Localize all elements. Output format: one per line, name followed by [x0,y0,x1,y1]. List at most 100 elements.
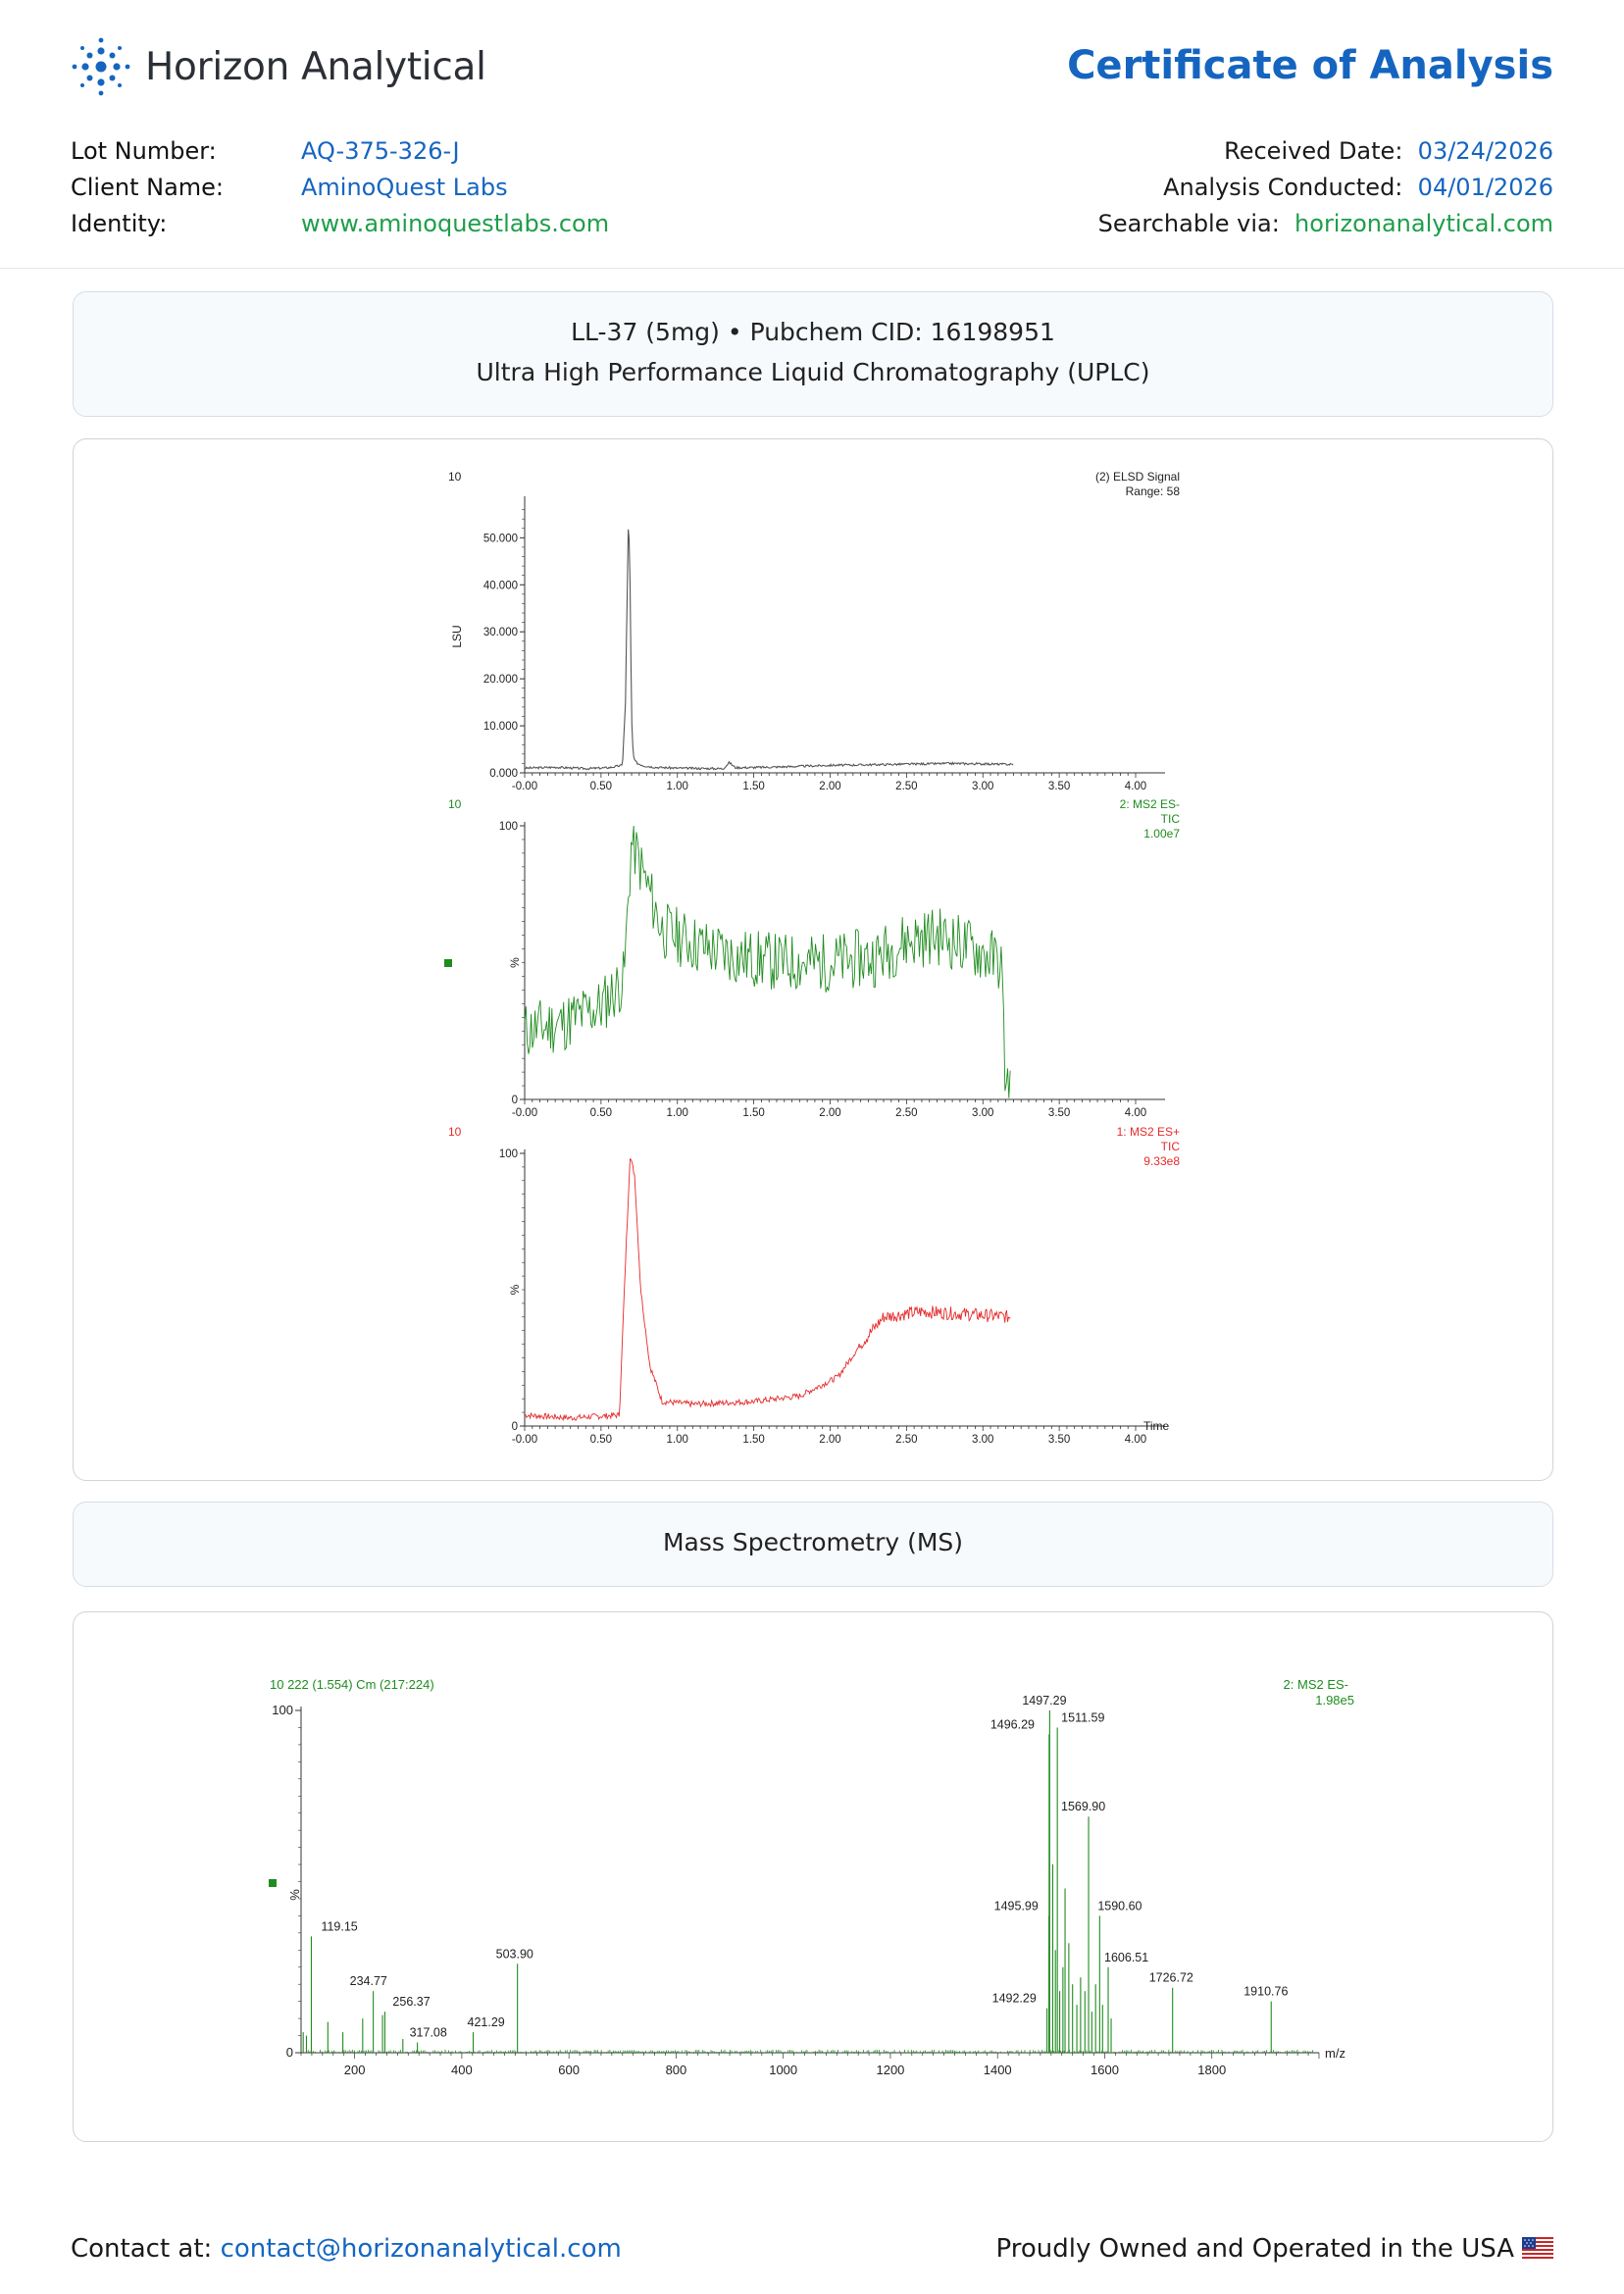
certificate-title: Certificate of Analysis [1067,43,1553,88]
ms-x-tick-label: 1400 [984,2063,1012,2077]
uplc-1-y-tick-label: 0.000 [489,768,518,780]
lot-number-label: Lot Number: [71,137,217,165]
uplc-3-x-tick-label: 3.00 [972,1434,993,1446]
client-name-label: Client Name: [71,174,224,201]
uplc-1-x-tick-label: 4.00 [1125,781,1146,792]
uplc-1-title: (2) ELSD Signal [1095,470,1180,484]
uplc-1-subtitle: Range: 58 [1126,484,1181,498]
brand-logo: Horizon Analytical [71,35,486,98]
uplc-2-y-tick-label: 0 [512,1095,518,1106]
uplc-2-x-tick-label: 1.00 [667,1107,688,1119]
ms-peak-label: 1569.90 [1061,1800,1105,1813]
ms-peak-label: 234.77 [350,1974,387,1988]
footer-made-in: Proudly Owned and Operated in the USA [995,2234,1553,2264]
uplc-3-x-tick-label: 4.00 [1125,1434,1146,1446]
uplc-1-y-tick-label: 20.000 [483,674,518,686]
ms-peak-label: 1590.60 [1097,1899,1142,1912]
uplc-2-y-tick-label: 100 [499,821,518,833]
uplc-1-x-tick-label: 3.00 [972,781,993,792]
uplc-1-series-line [524,529,1014,771]
received-date-row: Received Date: 03/24/2026 [1098,133,1553,170]
searchable-row: Searchable via: horizonanalytical.com [1098,206,1553,242]
uplc-3-corner-label: 10 [448,1125,462,1139]
ms-peak-label: 1497.29 [1022,1694,1066,1708]
ms-y-tick-label: 0 [286,2045,293,2060]
uplc-2-marker-square [444,959,452,967]
uplc-title-panel: LL-37 (5mg) • Pubchem CID: 16198951 Ultr… [73,291,1553,417]
meta-right-block: Received Date: 03/24/2026 Analysis Condu… [1098,133,1553,242]
uplc-3-intensity: 9.33e8 [1143,1154,1180,1168]
ms-peak-label: 1606.51 [1104,1951,1148,1964]
uplc-chromatograms: -0.00 0.50 1.00 1.50 2.00 2.50 3.00 3.50 4.00 0.0… [444,470,1181,1446]
ms-marker-square [269,1879,277,1887]
identity-label: Identity: [71,210,168,237]
ms-peak-label: 1492.29 [992,1992,1037,2006]
uplc-2-x-tick-label: 3.50 [1048,1107,1070,1119]
searchable-link[interactable]: horizonanalytical.com [1294,210,1553,237]
searchable-label: Searchable via: [1097,210,1280,237]
lot-number-value: AQ-375-326-J [301,137,460,165]
uplc-2-x-tick-label: 3.00 [972,1107,993,1119]
lot-number-row: Lot Number: AQ-375-326-J [71,133,609,170]
client-name-value: AminoQuest Labs [301,174,508,201]
ms-peak-label: 317.08 [410,2026,447,2040]
horizon-logo-icon [72,37,130,96]
ms-x-tick-label: 1600 [1091,2063,1119,2077]
made-in-text: Proudly Owned and Operated in the USA [995,2234,1514,2264]
ms-series-label: 2: MS2 ES- [1284,1677,1348,1692]
uplc-3-x-tick-label: 1.50 [742,1434,764,1446]
ms-x-label: m/z [1325,2046,1345,2061]
ms-x-tick-label: 200 [344,2063,366,2077]
uplc-1-corner-label: 10 [448,470,462,484]
ms-peak-label: 1726.72 [1149,1971,1193,1985]
uplc-1-y-label: LSU [450,625,464,647]
analysis-date-label: Analysis Conducted: [1163,174,1403,201]
ms-intensity: 1.98e5 [1315,1693,1354,1708]
meta-left-block: Lot Number: AQ-375-326-J Client Name: Amin… [71,133,609,242]
contact-label: Contact at: [71,2234,213,2264]
method-line: Ultra High Performance Liquid Chromatogr… [476,358,1150,386]
uplc-3-y-tick-label: 100 [499,1148,518,1160]
uplc-2-corner-label: 10 [448,797,462,811]
uplc-3-x-label: Time [1143,1419,1170,1433]
uplc-3-x-tick-label: 3.50 [1048,1434,1070,1446]
analysis-date-row: Analysis Conducted: 04/01/2026 [1098,170,1553,206]
uplc-1-x-tick-label: 3.50 [1048,781,1070,792]
ms-x-tick-label: 600 [558,2063,580,2077]
ms-peak-label: 1910.76 [1243,1985,1288,1999]
ms-y-label: % [287,1889,302,1901]
uplc-2-x-tick-label: 1.50 [742,1107,764,1119]
uplc-2-x-tick-label: 0.50 [590,1107,612,1119]
identity-link[interactable]: www.aminoquestlabs.com [301,210,610,237]
product-line: LL-37 (5mg) • Pubchem CID: 16198951 [571,318,1055,346]
uplc-2-series-line [524,825,1011,1098]
uplc-1-x-tick-label: 2.00 [819,781,840,792]
uplc-3-x-tick-label: 2.50 [895,1434,917,1446]
ms-peak-label: 1496.29 [990,1717,1035,1731]
uplc-3-subtitle: TIC [1161,1140,1181,1153]
ms-title: Mass Spectrometry (MS) [662,1528,964,1556]
uplc-1-y-tick-label: 40.000 [483,580,518,591]
uplc-2-x-tick-label: -0.00 [512,1107,537,1119]
uplc-2-x-tick-label: 4.00 [1125,1107,1146,1119]
uplc-2-intensity: 1.00e7 [1143,827,1180,841]
uplc-3-series-line [524,1157,1011,1422]
received-date-label: Received Date: [1224,137,1403,165]
uplc-1-y-tick-label: 50.000 [483,533,518,544]
analysis-date-value: 04/01/2026 [1417,174,1553,201]
ms-x-tick-label: 1200 [876,2063,904,2077]
uplc-2-x-tick-label: 2.50 [895,1107,917,1119]
brand-name: Horizon Analytical [145,44,486,89]
uplc-3-x-tick-label: 1.00 [667,1434,688,1446]
ms-chart-panel: 200 400 600 800 1000 1200 1400 1600 1800 0 100% m/z… [73,1611,1553,2142]
ms-peak-label: 1511.59 [1061,1710,1104,1724]
contact-email-link[interactable]: contact@horizonanalytical.com [220,2234,622,2264]
footer-contact: Contact at: contact@horizonanalytical.co… [71,2234,622,2264]
ms-x-tick-label: 400 [451,2063,473,2077]
uplc-2-x-tick-label: 2.00 [819,1107,840,1119]
header-divider [0,268,1624,269]
uplc-2-y-label: % [508,957,522,968]
uplc-2-subtitle: TIC [1161,812,1181,826]
uplc-1-x-tick-label: 1.50 [742,781,764,792]
uplc-3-y-label: % [508,1284,522,1295]
